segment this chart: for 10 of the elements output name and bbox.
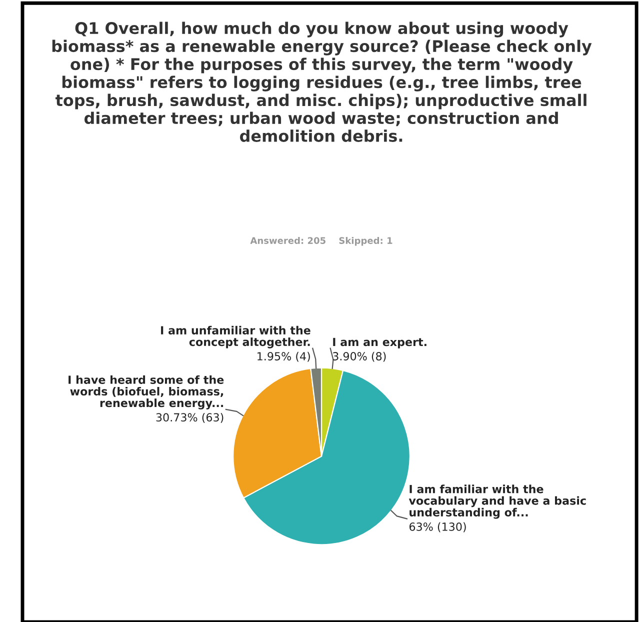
data-label: 63% (130) [409,522,466,532]
chart-title: Q1 Overall, how much do you know about using woody biomass* as a renewable energy source? (Please check only one) * For the purposes of this survey, the term "woody biomass" refers to logging residues (e.g., tree limbs, tree tops, brush, sawdust, and misc. chips); unproductive small diameter trees; urban wood waste; construction and demolition debris. [52,22,592,142]
data-label: 30.73% (63) [156,412,224,423]
data-label: 1.95% (4) [258,352,310,362]
slice-label: I am an expert. [333,338,426,348]
slice-label: I am familiar with the vocabulary and have a basic understanding of... [408,484,586,519]
slice-label: I have heard some of the words (biofuel, biomass, renewable energy... [68,375,224,410]
chart-subtitle: Answered: 205 Skipped: 1 [250,236,392,246]
data-label: 3.90% (8) [332,352,386,362]
slice-label: I am unfamiliar with the concept altogether. [161,326,310,348]
